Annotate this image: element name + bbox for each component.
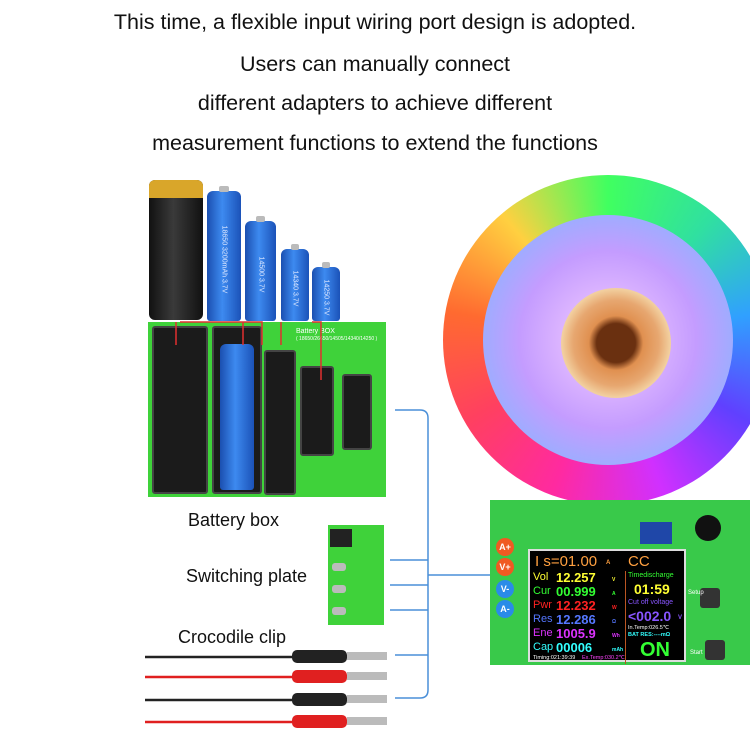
lcd-row-value: 12.257 (556, 570, 596, 585)
start-label: Start (690, 650, 703, 656)
lcd-row-label: Cur (533, 585, 551, 597)
lcd-row-value: 1005.9 (556, 626, 596, 641)
battery-14500: 14500 3.7V (245, 216, 276, 321)
lcd-row-label: Cap (533, 641, 554, 653)
terminal-a-minus[interactable]: A- (496, 600, 514, 618)
cutoff-value: <002.0 (628, 608, 672, 624)
crocodile-clip-label: Crocodile clip (178, 627, 287, 647)
headline-line: This time, a flexible input wiring port … (113, 10, 637, 34)
ex-temp: Ex.Temp:030.2℃ (582, 655, 625, 661)
battery-box-board: Battery BOX ( 18650/26650/14505/14340/14… (148, 322, 386, 497)
lcd-row-value: 12.232 (556, 598, 596, 613)
lcd-row-unit: Wh (612, 633, 620, 639)
lcd-row-unit: W (612, 605, 617, 611)
terminal-a-plus[interactable]: A+ (496, 538, 514, 556)
lcd-row-value: 12.286 (556, 612, 596, 627)
lcd-row-label: Vol (533, 571, 549, 583)
set-current: I s=01.00 (535, 553, 598, 570)
switching-plate (328, 525, 384, 625)
headline-line: different adapters to achieve different (197, 91, 553, 115)
board-title: Battery BOX (296, 328, 335, 335)
battery-14250: 14250 3.7V (312, 262, 340, 321)
timed-value: 01:59 (634, 581, 670, 597)
set-unit: A (606, 560, 611, 566)
lcd-row-label: Res (533, 613, 553, 625)
lcd-display: I s=01.00 A CC Vol 12.257 V Cur 00.999 A P… (528, 549, 686, 664)
switching-plate-label: Switching plate (186, 566, 308, 586)
cutoff-unit: V (678, 615, 683, 621)
in-temp: In.Temp:026.5℃ (628, 625, 670, 631)
terminal-v-plus[interactable]: V+ (496, 558, 514, 576)
battery-18650: 18650 3200mAh 3.7V (207, 186, 241, 321)
lcd-row-unit: V (612, 577, 616, 583)
battery-14340: 14340 3.7V (281, 244, 309, 321)
connection-bracket (390, 409, 492, 699)
lcd-row-unit: mAh (612, 647, 624, 653)
output-state: ON (640, 639, 670, 661)
rgb-fan (443, 175, 750, 505)
lcd-row-value: 00.999 (556, 584, 596, 599)
battery-26650 (149, 180, 203, 320)
lcd-row-unit: Ω (612, 619, 617, 625)
battery-box-label: Battery box (188, 510, 280, 530)
board-sizes: ( 18650/26650/14505/14340/14250 ) (296, 336, 378, 342)
timing: Timing:021:39:39 (533, 655, 576, 661)
timed-label: Timedischarge (628, 572, 674, 579)
lcd-row-value: 00006 (556, 640, 593, 655)
mode: CC (628, 553, 650, 570)
start-button[interactable] (705, 640, 725, 660)
crocodile-clip-wires (145, 650, 387, 728)
lcd-row-label: Pwr (533, 599, 552, 611)
setup-button[interactable] (700, 588, 720, 608)
setup-label: Setup (688, 590, 704, 596)
cutoff-label: Cut off voltage (628, 599, 674, 606)
bat-res: BAT RES:----mΩ (628, 632, 671, 638)
headline-line: measurement functions to extend the func… (152, 131, 598, 155)
headline-line: Users can manually connect (239, 52, 511, 76)
terminal-v-minus[interactable]: V- (496, 580, 514, 598)
lcd-row-label: Ene (533, 627, 553, 639)
lcd-row-unit: A (612, 591, 616, 597)
